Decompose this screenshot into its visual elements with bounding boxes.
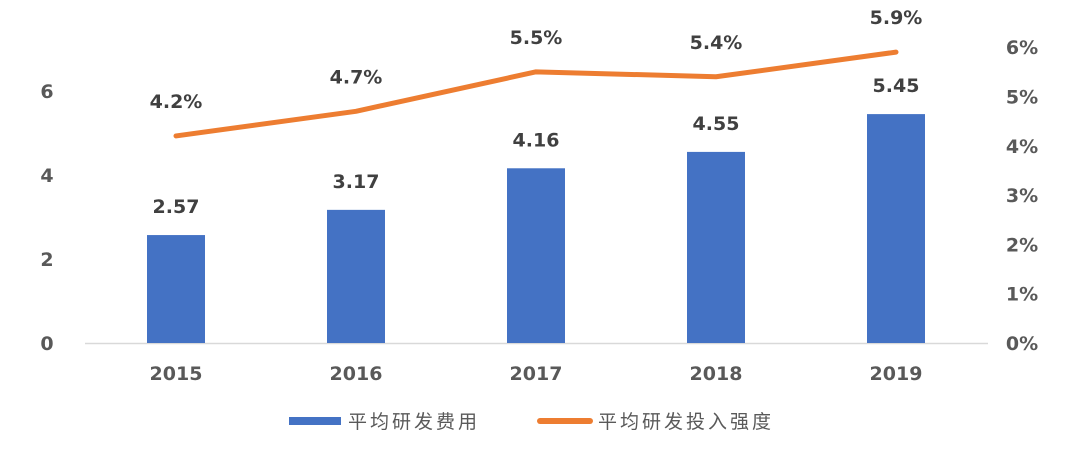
right-axis-ticks: 0% 1% 2% 3% 4% 5% 6% bbox=[1006, 37, 1038, 355]
left-axis-tick-label: 4 bbox=[40, 165, 53, 187]
bar-2015 bbox=[147, 235, 205, 343]
bar-data-labels: 2.57 3.17 4.16 4.55 5.45 bbox=[153, 75, 920, 218]
right-axis-tick-label: 0% bbox=[1006, 333, 1038, 355]
right-axis-tick-label: 6% bbox=[1006, 37, 1038, 59]
legend-label-rd-intensity: 平均研发投入强度 bbox=[598, 411, 774, 433]
line-data-labels: 4.2% 4.7% 5.5% 5.4% 5.9% bbox=[150, 7, 923, 113]
left-axis-tick-label: 2 bbox=[40, 249, 53, 271]
right-axis-tick-label: 2% bbox=[1006, 234, 1038, 256]
line-value-label: 5.9% bbox=[870, 7, 923, 29]
left-axis-tick-label: 0 bbox=[40, 333, 53, 355]
bar-2019 bbox=[867, 114, 925, 343]
bar-value-label: 3.17 bbox=[333, 171, 380, 193]
x-axis-tick-label: 2018 bbox=[690, 363, 743, 385]
line-value-label: 5.5% bbox=[510, 27, 563, 49]
legend-bar-swatch-icon bbox=[289, 417, 341, 425]
legend: 平均研发费用 平均研发投入强度 bbox=[289, 411, 774, 433]
right-axis-tick-label: 3% bbox=[1006, 185, 1038, 207]
line-value-label: 5.4% bbox=[690, 32, 743, 54]
x-axis-tick-label: 2017 bbox=[510, 363, 563, 385]
bar-value-label: 2.57 bbox=[153, 196, 200, 218]
line-series bbox=[173, 49, 899, 139]
x-axis-tick-label: 2015 bbox=[150, 363, 203, 385]
bar-value-label: 4.16 bbox=[513, 129, 560, 151]
left-axis-tick-label: 6 bbox=[40, 81, 53, 103]
x-axis-tick-label: 2019 bbox=[870, 363, 923, 385]
bar-2016 bbox=[327, 209, 385, 343]
line-value-label: 4.7% bbox=[330, 66, 383, 88]
right-axis-tick-label: 5% bbox=[1006, 87, 1038, 109]
bar-2018 bbox=[687, 151, 745, 343]
bar-value-label: 5.45 bbox=[873, 75, 920, 97]
bar-2017 bbox=[507, 168, 565, 343]
left-axis-ticks: 0 2 4 6 bbox=[40, 81, 53, 355]
right-axis-tick-label: 4% bbox=[1006, 136, 1038, 158]
right-axis-tick-label: 1% bbox=[1006, 284, 1038, 306]
bar-value-label: 4.55 bbox=[693, 113, 740, 135]
bar-series bbox=[147, 114, 925, 343]
line-value-label: 4.2% bbox=[150, 91, 203, 113]
x-axis-ticks: 2015 2016 2017 2018 2019 bbox=[150, 363, 923, 385]
legend-label-rd-expense: 平均研发费用 bbox=[348, 411, 480, 433]
x-axis-tick-label: 2016 bbox=[330, 363, 383, 385]
